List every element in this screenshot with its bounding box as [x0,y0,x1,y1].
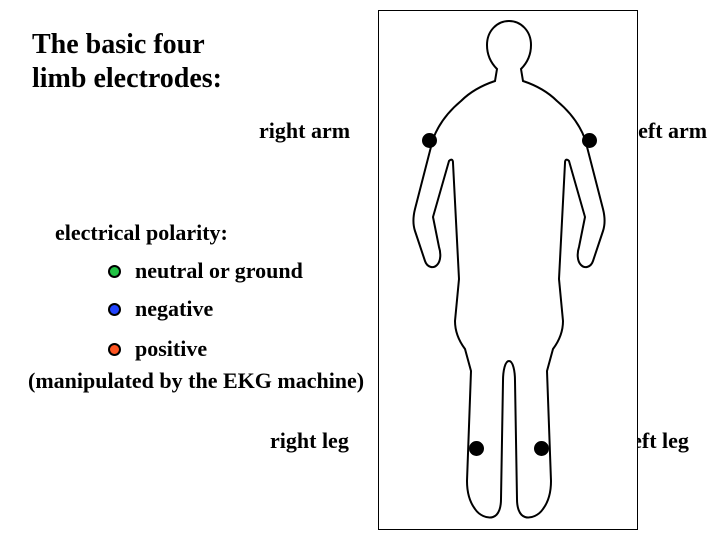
label-left-arm: left arm [632,118,707,144]
dot-neutral-icon [108,265,121,278]
dot-negative-icon [108,303,121,316]
title-line-2: limb electrodes: [32,63,222,94]
legend-positive-text: positive [135,336,207,362]
right-leg-electrode [469,441,484,456]
human-body-figure [378,10,638,530]
body-outline-svg [379,11,639,531]
diagram-title: The basic four limb electrodes: [32,28,222,95]
legend-neutral: neutral or ground [108,258,303,284]
polarity-header: electrical polarity: [55,220,228,246]
left-arm-electrode [582,133,597,148]
dot-positive-icon [108,343,121,356]
right-arm-electrode [422,133,437,148]
legend-positive: positive [108,336,207,362]
legend-neutral-text: neutral or ground [135,258,303,284]
left-leg-electrode [534,441,549,456]
label-right-leg: right leg [270,428,349,454]
ekg-note: (manipulated by the EKG machine) [28,368,364,394]
label-right-arm: right arm [259,118,350,144]
title-line-1: The basic four [32,29,205,60]
legend-negative-text: negative [135,296,213,322]
legend-negative: negative [108,296,213,322]
